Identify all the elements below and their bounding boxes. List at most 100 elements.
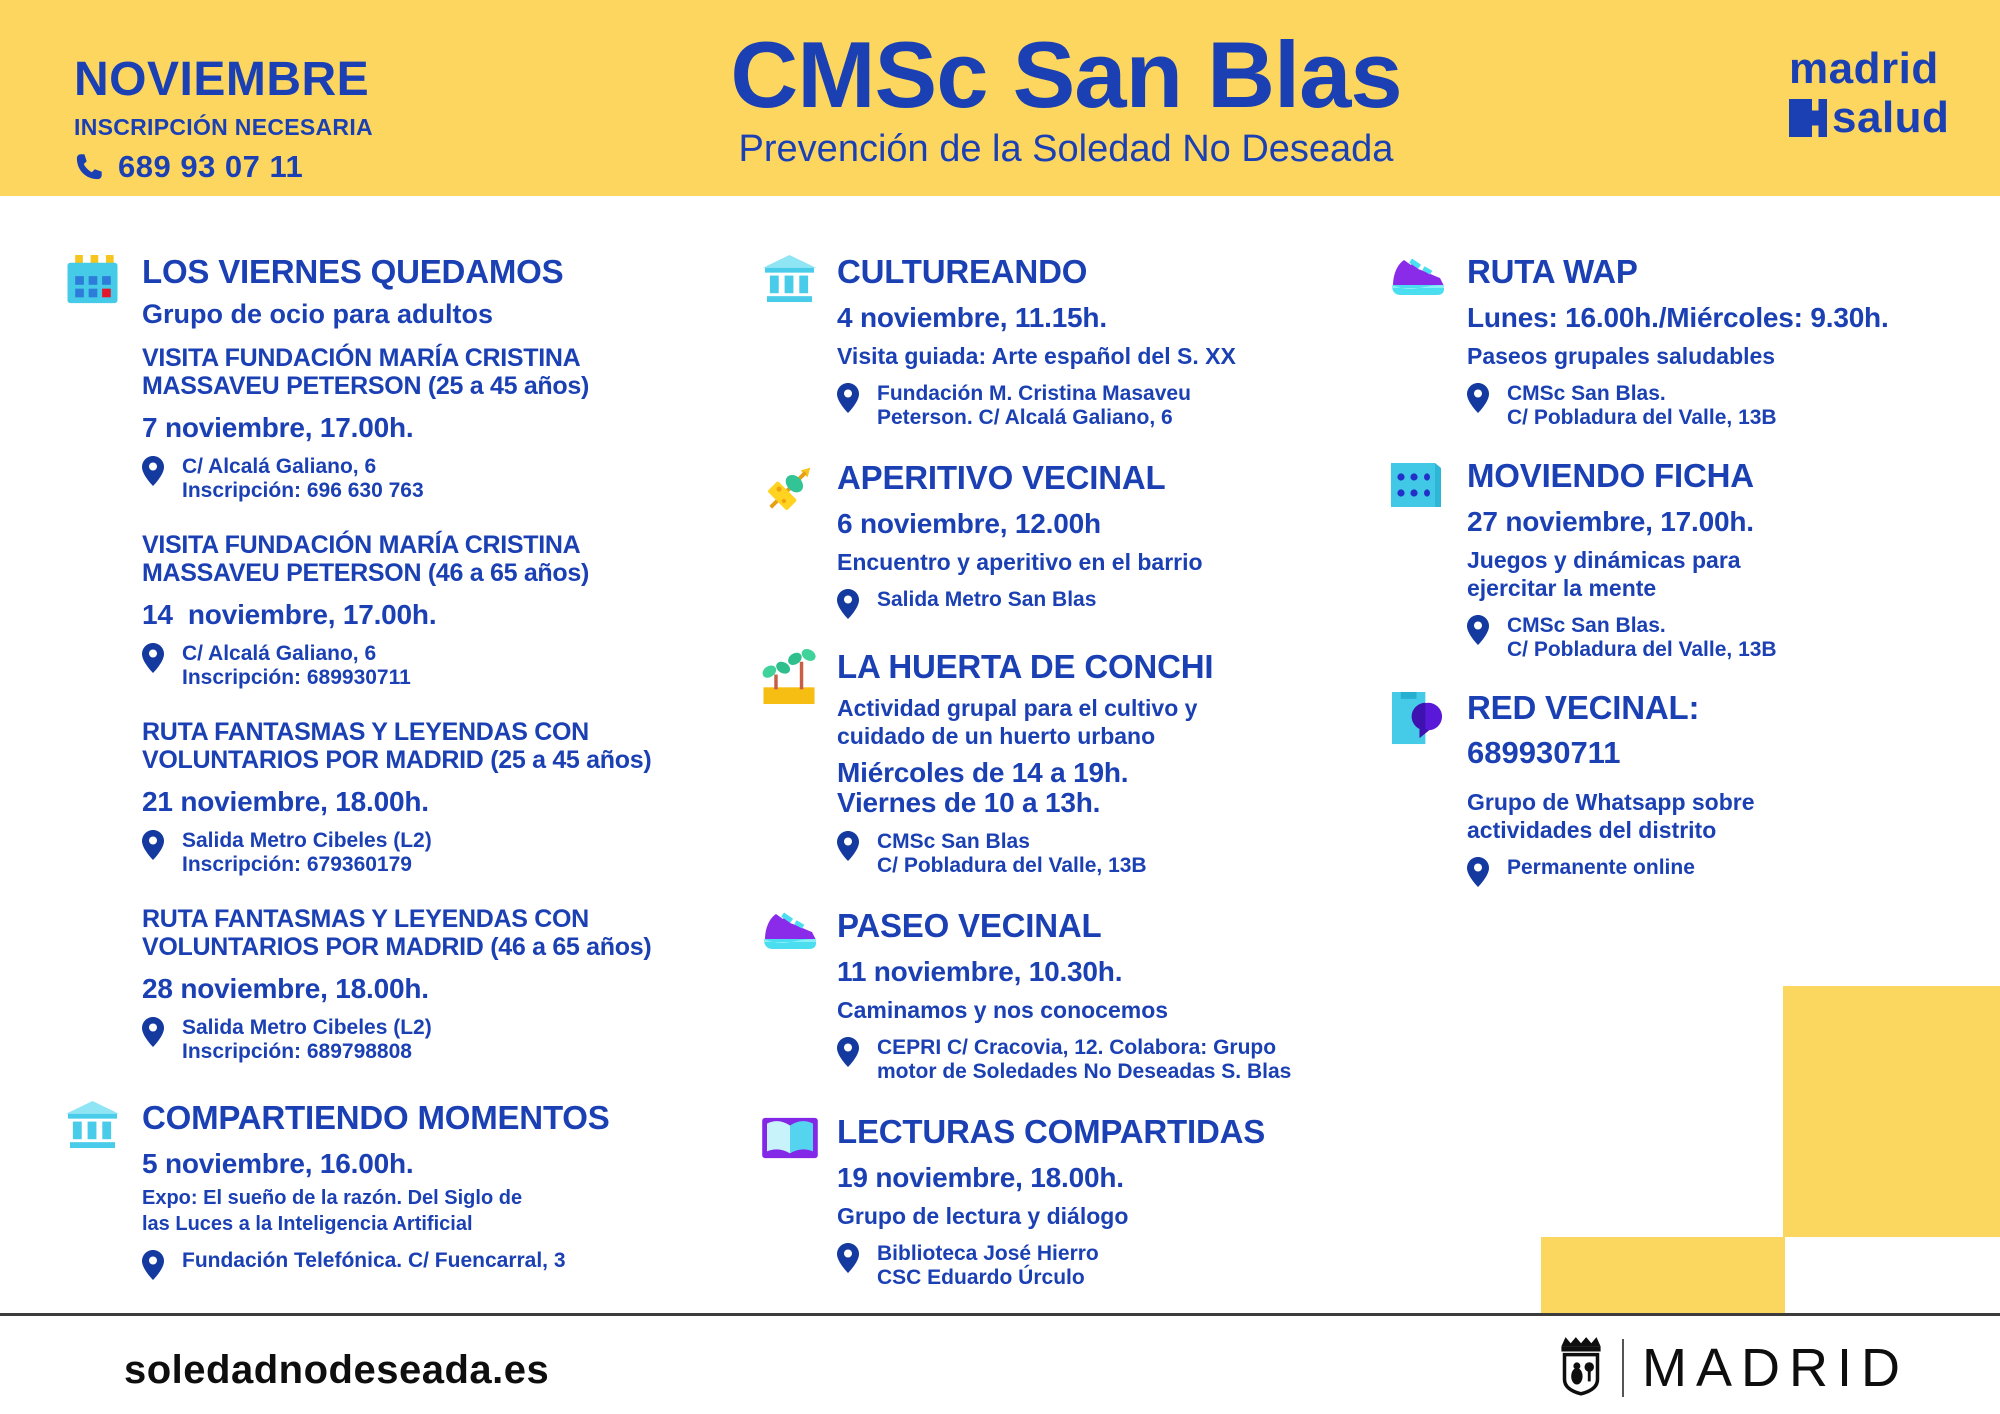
location-text: CMSc San Blas. C/ Pobladura del Valle, 13…: [1507, 614, 1777, 661]
location-row: Salida Metro Cibeles (L2) Inscripción: 67…: [142, 829, 685, 877]
event-date: Lunes: 16.00h./Miércoles: 9.30h.: [1467, 302, 1889, 333]
location-row: Salida Metro San Blas: [837, 588, 1252, 619]
event-title: VISITA FUNDACIÓN MARÍA CRISTINA MASSAVEU …: [142, 344, 590, 400]
section-ruta-wap: RUTA WAP Lunes: 16.00h./Miércoles: 9.30h.…: [1390, 254, 1950, 430]
section-los-viernes-quedamos: LOS VIERNES QUEDAMOS Grupo de ocio para a…: [65, 254, 685, 1064]
logo-text-salud: salud: [1832, 93, 1950, 142]
event-date: 21 noviembre, 18.00h.: [142, 786, 429, 817]
event-date: 28 noviembre, 18.00h.: [142, 973, 429, 1004]
location-text: Salida Metro San Blas: [877, 588, 1097, 611]
location-text: Salida Metro Cibeles (L2) Inscripción: 68…: [182, 1016, 432, 1063]
location-pin-icon: [837, 1243, 859, 1273]
section-lecturas-compartidas: LECTURAS COMPARTIDAS 19 noviembre, 18.00h…: [762, 1113, 1266, 1290]
phone-handset-icon: [74, 152, 104, 182]
header-band: NOVIEMBRE INSCRIPCIÓN NECESARIA 689 93 0…: [0, 0, 2000, 196]
location-pin-icon: [1467, 857, 1489, 887]
location-row: C/ Alcalá Galiano, 6 Inscripción: 6899307…: [142, 642, 685, 690]
location-text: Biblioteca José Hierro CSC Eduardo Úrculo: [877, 1242, 1099, 1289]
location-row: Fundación M. Cristina Masaveu Peterson. C…: [837, 382, 1252, 430]
location-text: Permanente online: [1507, 856, 1695, 879]
location-pin-icon: [837, 831, 859, 861]
location-pin-icon: [837, 589, 859, 619]
event-description: Encuentro y aperitivo en el barrio: [837, 549, 1203, 575]
madrid-crest-icon: [1556, 1335, 1606, 1401]
section-title: RUTA WAP: [1467, 253, 1638, 290]
section-title: MOVIENDO FICHA: [1467, 457, 1754, 494]
location-row: Fundación Telefónica. C/ Fuencarral, 3: [142, 1249, 685, 1280]
section-title: RED VECINAL:: [1467, 689, 1700, 726]
column-center: CULTUREANDO 4 noviembre, 11.15h. Visita gu…: [762, 196, 1291, 1290]
logo-text-madrid: madrid: [1789, 44, 1939, 93]
event-description: Expo: El sueño de la razón. Del Siglo de…: [142, 1187, 523, 1235]
location-pin-icon: [837, 1037, 859, 1067]
location-row: CMSc San Blas C/ Pobladura del Valle, 13B: [837, 830, 1252, 878]
location-pin-icon: [837, 383, 859, 413]
event-description: Paseos grupales saludables: [1467, 343, 1776, 369]
section-heading2: 689930711: [1467, 735, 1621, 770]
location-text: C/ Alcalá Galiano, 6 Inscripción: 696 630…: [182, 455, 424, 502]
dice-icon: [1390, 458, 1445, 511]
location-row: C/ Alcalá Galiano, 6 Inscripción: 696 630…: [142, 455, 685, 503]
section-title: CULTUREANDO: [837, 253, 1088, 290]
location-row: CMSc San Blas. C/ Pobladura del Valle, 13…: [1467, 382, 1950, 430]
event-description: Juegos y dinámicas para ejercitar la ment…: [1467, 547, 1741, 601]
section-la-huerta-de-conchi: LA HUERTA DE CONCHI Actividad grupal para…: [762, 649, 1252, 878]
decorative-yellow-square-large: [1783, 986, 2000, 1237]
column-left: LOS VIERNES QUEDAMOS Grupo de ocio para a…: [65, 196, 685, 1280]
section-title: APERITIVO VECINAL: [837, 459, 1166, 496]
section-compartiendo-momentos: COMPARTIENDO MOMENTOS 5 noviembre, 16.00h…: [65, 1100, 685, 1280]
phone-number: 689 93 07 11: [118, 149, 304, 184]
logo-divider: [1622, 1339, 1624, 1397]
website-url: soledadnodeseada.es: [124, 1348, 550, 1392]
phone-chat-icon: [1390, 690, 1445, 746]
location-pin-icon: [142, 456, 164, 486]
section-title: LA HUERTA DE CONCHI: [837, 648, 1214, 685]
walking-shoe-icon: [762, 908, 817, 951]
column-right: RUTA WAP Lunes: 16.00h./Miércoles: 9.30h.…: [1390, 196, 1950, 887]
location-row: Salida Metro Cibeles (L2) Inscripción: 68…: [142, 1016, 685, 1064]
month-title: NOVIEMBRE: [74, 53, 370, 106]
event-date: 11 noviembre, 10.30h.: [837, 956, 1123, 987]
event-title: VISITA FUNDACIÓN MARÍA CRISTINA MASSAVEU …: [142, 531, 590, 587]
section-title: LOS VIERNES QUEDAMOS: [142, 253, 564, 290]
garden-sprout-icon: [762, 648, 817, 705]
event-date: 19 noviembre, 18.00h.: [837, 1162, 1124, 1193]
location-text: C/ Alcalá Galiano, 6 Inscripción: 6899307…: [182, 642, 411, 689]
museum-columns-icon: [762, 254, 817, 304]
event-date: Miércoles de 14 a 19h. Viernes de 10 a 13…: [837, 757, 1129, 818]
registration-note: INSCRIPCIÓN NECESARIA: [74, 114, 373, 140]
location-pin-icon: [142, 1250, 164, 1280]
location-row: Permanente online: [1467, 856, 1950, 887]
walking-shoe-icon: [1390, 254, 1445, 297]
location-row: CEPRI C/ Cracovia, 12. Colabora: Grupo mo…: [837, 1036, 1291, 1084]
page-title: CMSc San Blas: [730, 22, 1402, 127]
location-text: Fundación M. Cristina Masaveu Peterson. C…: [877, 382, 1191, 429]
header-left: NOVIEMBRE INSCRIPCIÓN NECESARIA 689 93 0…: [74, 54, 373, 185]
event-description: Caminamos y nos conocemos: [837, 997, 1169, 1023]
footer-band: soledadnodeseada.es MADRID: [0, 1313, 2000, 1414]
event-description: Actividad grupal para el cultivo y cuidad…: [837, 695, 1198, 749]
page-subtitle: Prevención de la Soledad No Deseada: [738, 128, 1394, 170]
event-date: 7 noviembre, 17.00h.: [142, 412, 414, 443]
event-title: RUTA FANTASMAS Y LEYENDAS CON VOLUNTARIOS…: [142, 718, 652, 774]
event-description: Visita guiada: Arte español del S. XX: [837, 343, 1236, 369]
section-paseo-vecinal: PASEO VECINAL 11 noviembre, 10.30h. Camina…: [762, 907, 1291, 1084]
event-date: 14 noviembre, 17.00h.: [142, 599, 437, 630]
location-row: CMSc San Blas. C/ Pobladura del Valle, 13…: [1467, 614, 1950, 662]
location-text: Salida Metro Cibeles (L2) Inscripción: 67…: [182, 829, 432, 876]
section-title: PASEO VECINAL: [837, 907, 1102, 944]
section-cultureando: CULTUREANDO 4 noviembre, 11.15h. Visita gu…: [762, 254, 1252, 430]
location-pin-icon: [1467, 615, 1489, 645]
section-moviendo-ficha: MOVIENDO FICHA 27 noviembre, 17.00h. Juego…: [1390, 458, 1950, 662]
section-title: LECTURAS COMPARTIDAS: [837, 1113, 1266, 1150]
location-pin-icon: [1467, 383, 1489, 413]
event-description: Grupo de lectura y diálogo: [837, 1203, 1129, 1229]
location-text: CEPRI C/ Cracovia, 12. Colabora: Grupo mo…: [877, 1036, 1292, 1083]
header-center: CMSc San Blas Prevención de la Soledad N…: [700, 26, 1432, 171]
location-pin-icon: [142, 1017, 164, 1047]
location-text: CMSc San Blas. C/ Pobladura del Valle, 13…: [1507, 382, 1777, 429]
event-date: 27 noviembre, 17.00h.: [1467, 506, 1754, 537]
health-cross-icon: [1789, 99, 1827, 137]
section-subtitle: Grupo de ocio para adultos: [142, 299, 494, 329]
phone-row: 689 93 07 11: [74, 149, 373, 185]
